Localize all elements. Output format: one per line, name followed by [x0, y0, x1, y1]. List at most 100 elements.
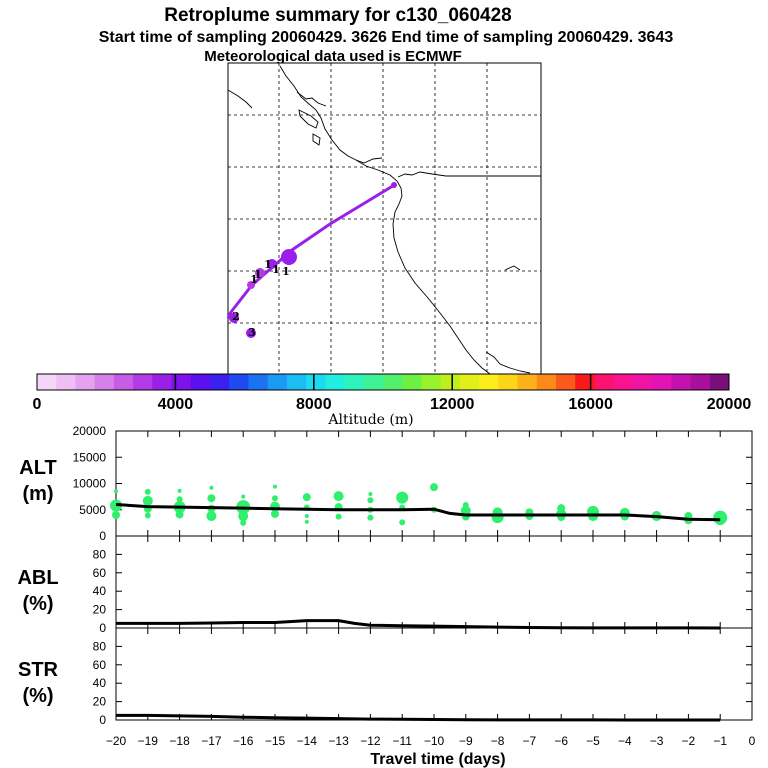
str-line: [116, 713, 721, 722]
trajectory-cluster: [391, 182, 397, 188]
altitude-cluster: [715, 515, 726, 526]
x-tick-label: −9: [459, 734, 473, 748]
y-tick-label: 20000: [73, 424, 107, 438]
colorbar-swatch: [210, 374, 230, 390]
x-tick-label: −8: [491, 734, 505, 748]
altitude-cluster: [272, 495, 278, 502]
time-series-panels: 0 5000 10000 15000 20000 ALT (m) 0 20 40 60 80 ABL (%…: [17, 424, 755, 768]
altitude-cluster: [144, 512, 151, 519]
x-tick-label: −4: [618, 734, 632, 748]
x-tick-label: −15: [265, 734, 286, 748]
x-tick-label: −11: [392, 734, 412, 748]
sampling-times: Start time of sampling 20060429. 3626 En…: [99, 29, 674, 46]
colorbar-swatch: [632, 374, 653, 390]
colorbar-label: Altitude (m): [327, 412, 413, 428]
colorbar-tick-label: 8000: [296, 396, 332, 413]
colorbar-swatch: [75, 374, 96, 390]
y-tick-label: 80: [93, 639, 107, 653]
y-tick-label: 10000: [73, 477, 107, 491]
x-tick-label: −1: [713, 734, 727, 748]
altitude-cluster: [335, 513, 342, 520]
colorbar-swatch: [37, 374, 57, 390]
altitude-cluster: [240, 519, 247, 526]
altitude-cluster: [273, 484, 277, 489]
x-tick-label: 0: [749, 734, 756, 748]
colorbar-swatch: [498, 374, 519, 390]
x-tick-label: −13: [328, 734, 349, 748]
altitude-cluster: [209, 485, 214, 490]
colorbar-swatch: [690, 374, 711, 390]
colorbar-swatch: [594, 374, 615, 390]
altitude-cluster: [399, 519, 406, 526]
altitude-cluster: [368, 492, 373, 496]
colorbar: 0 4000 8000 12000 16000 20000 Altitude (m): [33, 373, 751, 428]
y-tick-label: 40: [93, 676, 107, 690]
y-tick-label: 0: [99, 621, 106, 635]
trajectory-label: 1: [264, 258, 272, 271]
panel-frame: [115, 627, 753, 721]
altitude-cluster: [367, 514, 374, 521]
colorbar-swatch: [248, 374, 269, 390]
colorbar-swatch: [459, 374, 480, 390]
colorbar-swatch: [171, 374, 192, 390]
x-tick-label: −6: [554, 734, 568, 748]
colorbar-swatch: [344, 374, 365, 390]
x-tick-label: −18: [169, 734, 190, 748]
colorbar-swatch: [306, 374, 326, 390]
trajectory-label: 3: [248, 326, 256, 339]
x-tick-label: −5: [586, 734, 600, 748]
trajectory-label: 1: [272, 263, 280, 276]
colorbar-swatch: [325, 374, 346, 390]
panel-unit: (m): [22, 483, 53, 505]
y-tick-label: 0: [99, 529, 106, 543]
colorbar-swatch: [94, 374, 115, 390]
y-tick-label: 20: [93, 695, 107, 709]
map-frame: [227, 62, 542, 375]
colorbar-swatch: [536, 374, 557, 390]
trajectory-label: 1: [254, 268, 262, 281]
altitude-cluster: [333, 491, 344, 502]
y-tick-label: 60: [93, 658, 107, 672]
colorbar-swatch: [440, 374, 461, 390]
colorbar-swatch: [267, 374, 288, 390]
colorbar-swatch: [363, 374, 384, 390]
y-tick-label: 60: [93, 566, 107, 580]
panel-frame: [115, 535, 753, 629]
altitude-cluster: [144, 488, 151, 495]
colorbar-swatch: [402, 374, 422, 390]
altitude-cluster: [271, 509, 279, 518]
trajectory-cluster: [229, 313, 239, 323]
trajectory-cluster: [255, 268, 265, 278]
colorbar-tick-label: 12000: [430, 396, 475, 413]
trajectory-label: 1: [250, 273, 258, 286]
trajectory-cluster: [247, 281, 255, 289]
x-tick-label: −14: [297, 734, 318, 748]
panel-abl: 0 20 40 60 80 ABL (%): [17, 535, 753, 635]
x-tick-label: −10: [424, 734, 445, 748]
y-tick-label: 15000: [73, 450, 107, 464]
panel-alt: 0 5000 10000 15000 20000 ALT (m): [19, 424, 753, 543]
colorbar-tick-label: 16000: [568, 396, 613, 413]
colorbar-swatch: [133, 374, 153, 390]
colorbar-swatch: [56, 374, 76, 390]
map-grid: [228, 63, 541, 374]
panel-label: ALT: [19, 457, 56, 479]
altitude-cluster: [176, 496, 183, 503]
colorbar-swatch: [190, 374, 211, 390]
x-tick-label: −3: [650, 734, 664, 748]
x-tick-label: −17: [201, 734, 222, 748]
panel-unit: (%): [22, 593, 53, 615]
trajectory-cluster: [281, 249, 297, 265]
y-tick-label: 40: [93, 584, 107, 598]
altitude-cluster: [430, 483, 438, 492]
colorbar-swatch: [575, 374, 595, 390]
coastline: [227, 65, 541, 375]
colorbar-swatch: [286, 374, 307, 390]
colorbar-ticks: 0 4000 8000 12000 16000 20000: [33, 374, 751, 413]
trajectory-label: 2: [232, 310, 240, 323]
figure-title: Retroplume summary for c130_060428: [164, 5, 511, 26]
